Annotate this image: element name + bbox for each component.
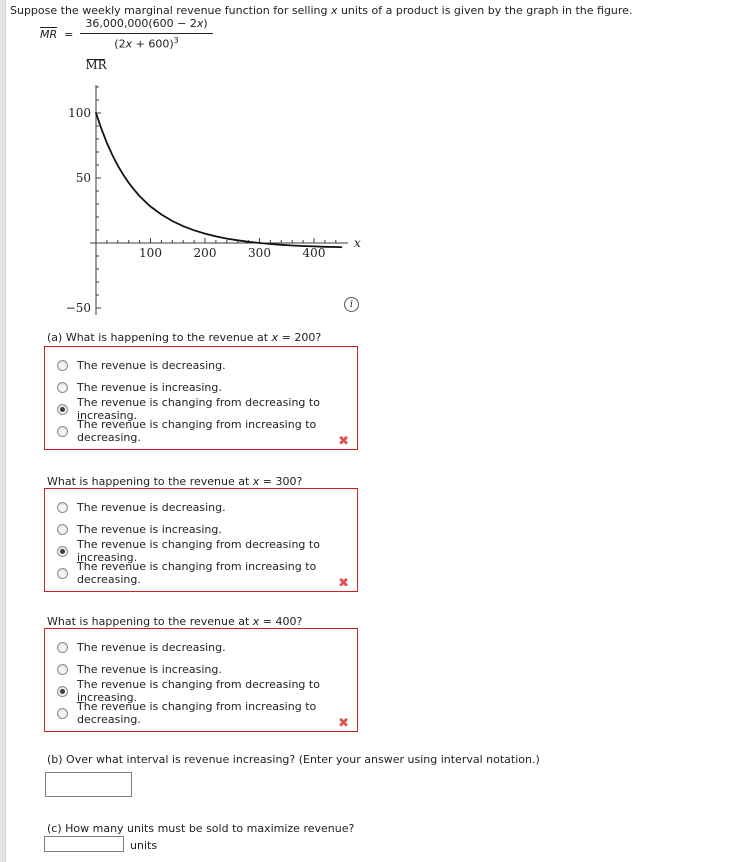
radio-option-label: The revenue is changing from increasing … [77, 560, 317, 586]
radio-button[interactable] [57, 707, 68, 719]
radio-option-label: The revenue is increasing. [77, 522, 222, 536]
radio-button[interactable] [57, 663, 68, 675]
graph-label: MR [85, 58, 107, 72]
graph-label: 100 [139, 246, 162, 260]
mr-bar-symbol: MR [40, 27, 58, 41]
graph-label: 100 [68, 106, 91, 120]
graph-label: x [354, 236, 361, 250]
problem-statement-text2: units of a product is given by the graph… [337, 4, 633, 17]
info-icon[interactable]: i [344, 297, 359, 312]
mr-graph: 100 200 300 400 −50 50 100 x MR [66, 58, 361, 315]
graph-label: 300 [248, 246, 271, 260]
radio-option[interactable]: The revenue is increasing. [45, 376, 357, 398]
radio-option-label: The revenue is changing from decreasing … [77, 538, 320, 564]
question-a3-label: What is happening to the revenue at x = … [47, 615, 303, 628]
incorrect-x-icon: ✖ [338, 716, 349, 731]
units-label: units [130, 839, 158, 852]
exponent: 3 [173, 35, 179, 45]
radio-option-label: The revenue is increasing. [77, 662, 222, 676]
question-a3-options-box: The revenue is decreasing. The revenue i… [44, 628, 358, 732]
mr-formula: MR = 36,000,000(600 − 2x) (2x + 600)3 [40, 17, 213, 51]
graph-label: 200 [194, 246, 217, 260]
radio-option[interactable]: The revenue is decreasing. [45, 354, 357, 376]
radio-option[interactable]: The revenue is changing from decreasing … [45, 678, 357, 704]
question-c-label: (c) How many units must be sold to maxim… [47, 822, 355, 835]
radio-button[interactable] [57, 403, 68, 415]
page-left-border [0, 0, 6, 862]
radio-option-label: The revenue is decreasing. [77, 500, 226, 514]
radio-option-label: The revenue is decreasing. [77, 640, 226, 654]
question-a2-label: What is happening to the revenue at x = … [47, 475, 303, 488]
radio-option[interactable]: The revenue is changing from decreasing … [45, 396, 357, 422]
incorrect-x-icon: ✖ [338, 576, 349, 591]
mr-curve [95, 112, 343, 249]
incorrect-x-icon: ✖ [338, 434, 349, 449]
radio-option[interactable]: The revenue is decreasing. [45, 636, 357, 658]
radio-option-label: The revenue is decreasing. [77, 358, 226, 372]
answer-input-c[interactable] [44, 836, 124, 852]
radio-button[interactable] [57, 641, 68, 653]
radio-button[interactable] [57, 425, 68, 437]
radio-option[interactable]: The revenue is decreasing. [45, 496, 357, 518]
question-a2-options-box: The revenue is decreasing. The revenue i… [44, 488, 358, 592]
radio-button[interactable] [57, 523, 68, 535]
question-b-label: (b) Over what interval is revenue increa… [47, 753, 540, 766]
graph-label: −50 [66, 301, 91, 315]
radio-button[interactable] [57, 359, 68, 371]
info-icon-glyph: i [349, 299, 354, 310]
radio-option[interactable]: The revenue is increasing. [45, 658, 357, 680]
graph-label: 400 [303, 246, 326, 260]
radio-option[interactable]: The revenue is changing from increasing … [45, 418, 357, 444]
fraction: 36,000,000(600 − 2x) (2x + 600)3 [80, 17, 213, 51]
radio-option-label: The revenue is changing from increasing … [77, 700, 317, 726]
radio-button[interactable] [57, 545, 68, 557]
fraction-denominator: (2x + 600)3 [114, 35, 179, 51]
fraction-numerator: 36,000,000(600 − 2x) [80, 17, 213, 34]
question-a-label: (a) What is happening to the revenue at … [47, 331, 322, 344]
question-a-options-box: The revenue is decreasing. The revenue i… [44, 346, 358, 450]
equals-sign: = [64, 27, 74, 41]
radio-option-label: The revenue is changing from decreasing … [77, 678, 320, 704]
problem-statement: Suppose the weekly marginal revenue func… [10, 4, 740, 17]
graph-label: 50 [76, 171, 91, 185]
radio-option[interactable]: The revenue is increasing. [45, 518, 357, 540]
radio-option[interactable]: The revenue is changing from increasing … [45, 700, 357, 726]
problem-statement-var: x [330, 4, 338, 17]
radio-option-label: The revenue is changing from decreasing … [77, 396, 320, 422]
radio-button[interactable] [57, 567, 68, 579]
radio-button[interactable] [57, 381, 68, 393]
radio-option-label: The revenue is changing from increasing … [77, 418, 317, 444]
answer-input-b[interactable] [45, 772, 132, 797]
radio-option-label: The revenue is increasing. [77, 380, 222, 394]
radio-button[interactable] [57, 685, 68, 697]
problem-statement-text: Suppose the weekly marginal revenue func… [10, 4, 331, 17]
radio-option[interactable]: The revenue is changing from decreasing … [45, 538, 357, 564]
radio-option[interactable]: The revenue is changing from increasing … [45, 560, 357, 586]
radio-button[interactable] [57, 501, 68, 513]
